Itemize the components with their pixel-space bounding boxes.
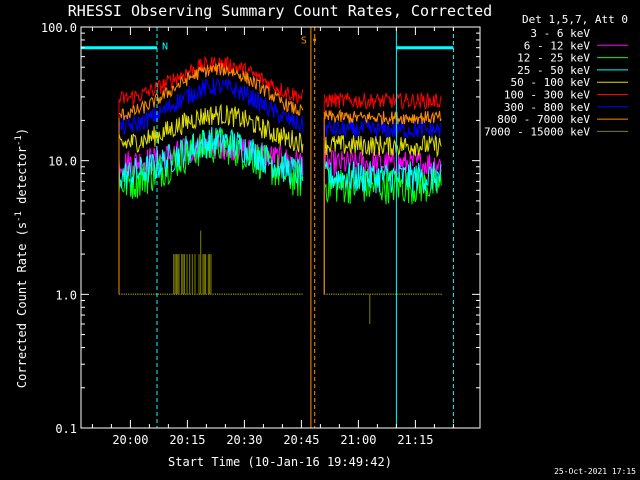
x-tick-label: 20:30: [226, 433, 262, 447]
series-line: [323, 160, 442, 194]
night-label: N: [162, 42, 168, 53]
x-tick-label: 20:45: [283, 433, 319, 447]
plot-area: NS: [80, 27, 454, 428]
series-line: [118, 103, 304, 153]
series-line: [323, 58, 442, 77]
y-tick-label: 10.0: [48, 155, 77, 169]
legend-label: 3 - 6 keV: [530, 27, 590, 40]
saa-marker: [313, 38, 317, 42]
y-tick-label: 100.0: [41, 21, 77, 35]
series-line: [323, 108, 442, 126]
series-line: [323, 119, 442, 140]
y-tick-label: 1.0: [55, 288, 77, 302]
saa-label: S: [301, 36, 307, 47]
x-tick-label: 20:00: [112, 433, 148, 447]
legend-title: Det 1,5,7, Att 0: [522, 13, 628, 26]
y-axis-label: Corrected Count Rate (s-1 detector-1): [14, 128, 29, 388]
series-line: [323, 134, 442, 158]
series-line: [118, 62, 304, 121]
legend-label: 25 - 50 keV: [517, 64, 590, 77]
timestamp: 25-Oct-2021 17:15: [554, 467, 636, 476]
legend-label: 12 - 25 keV: [517, 52, 590, 65]
series-7: [118, 62, 442, 295]
plot-frame: [80, 26, 481, 429]
x-axis-label: Start Time (10-Jan-16 19:49:42): [168, 455, 392, 469]
axes: 100.0 10.0 1.0 0.1 20:00 20:15 20:30 20:45 21:00…: [41, 21, 481, 447]
series-line: [118, 55, 304, 106]
legend-label: 800 - 7000 keV: [497, 113, 590, 126]
legend-label: 300 - 800 keV: [504, 101, 590, 114]
legend-label: 100 - 300 keV: [504, 89, 590, 102]
series-burst: [173, 254, 212, 295]
legend-label: 6 - 12 keV: [524, 39, 591, 52]
series-line: [118, 126, 304, 190]
series-8: [119, 230, 442, 324]
legend-label: 50 - 100 keV: [511, 76, 591, 89]
series-line: [323, 91, 442, 111]
x-tick-label: 20:15: [169, 433, 205, 447]
x-tick-label: 21:15: [397, 433, 433, 447]
y-tick-label: 0.1: [55, 422, 77, 436]
series-line: [323, 166, 442, 205]
chart-title: RHESSI Observing Summary Count Rates, Co…: [68, 2, 492, 20]
legend-label: 7000 - 15000 keV: [484, 125, 590, 138]
x-tick-label: 21:00: [340, 433, 376, 447]
series-line: [118, 77, 304, 136]
